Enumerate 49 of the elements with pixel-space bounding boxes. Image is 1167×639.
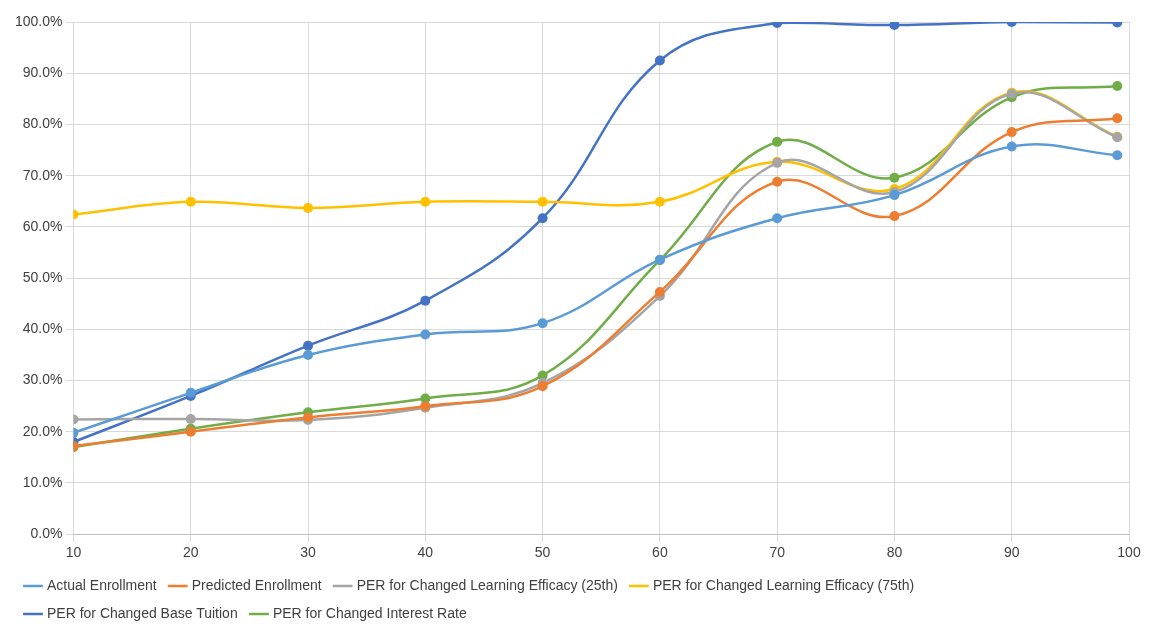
point [420,329,431,340]
legend-label: PER for Changed Learning Efficacy (75th) [652,576,915,593]
y-tick-label: 90.0% [22,64,63,81]
point [303,349,314,360]
point [889,172,900,183]
x-tick-label: 40 [417,544,434,561]
y-tick-label: 50.0% [22,268,63,285]
legend-label: PER for Changed Interest Rate [272,604,467,621]
point [772,176,783,187]
legend-label: Predicted Enrollment [191,576,322,593]
x-tick-label: 100 [1117,544,1141,561]
point [303,202,314,213]
y-tick-label: 20.0% [22,422,63,439]
point [654,196,665,207]
x-tick-label: 80 [886,544,903,561]
legend-label: PER for Changed Base Tuition [47,604,238,621]
point [537,318,548,329]
x-tick-label: 20 [182,544,199,561]
y-tick-label: 80.0% [22,115,63,132]
x-tick-label: 50 [534,544,551,561]
y-tick-label: 70.0% [22,166,63,183]
legend-label: Actual Enrollment [47,576,157,593]
point [537,213,548,224]
legend-label: PER for Changed Learning Efficacy (25th) [356,576,618,593]
point [185,196,196,207]
x-tick-label: 30 [300,544,317,561]
point [1006,127,1017,138]
y-tick-label: 30.0% [22,371,63,388]
point [772,136,783,147]
point [654,55,665,66]
point [420,295,431,306]
y-tick-label: 100.0% [15,12,63,29]
y-tick-label: 60.0% [22,217,63,234]
y-tick-label: 10.0% [22,473,63,490]
x-tick-label: 90 [1003,544,1020,561]
point [420,196,431,207]
x-tick-label: 60 [652,544,668,561]
y-tick-label: 0.0% [30,525,63,542]
point [772,213,783,224]
point [537,196,548,207]
point [654,286,665,297]
x-tick-label: 10 [65,544,82,561]
point [889,22,900,31]
x-tick-label: 70 [769,544,786,561]
point [185,413,196,424]
y-tick-label: 40.0% [22,320,63,337]
point [889,211,900,222]
point [1006,141,1017,152]
point [303,340,314,351]
